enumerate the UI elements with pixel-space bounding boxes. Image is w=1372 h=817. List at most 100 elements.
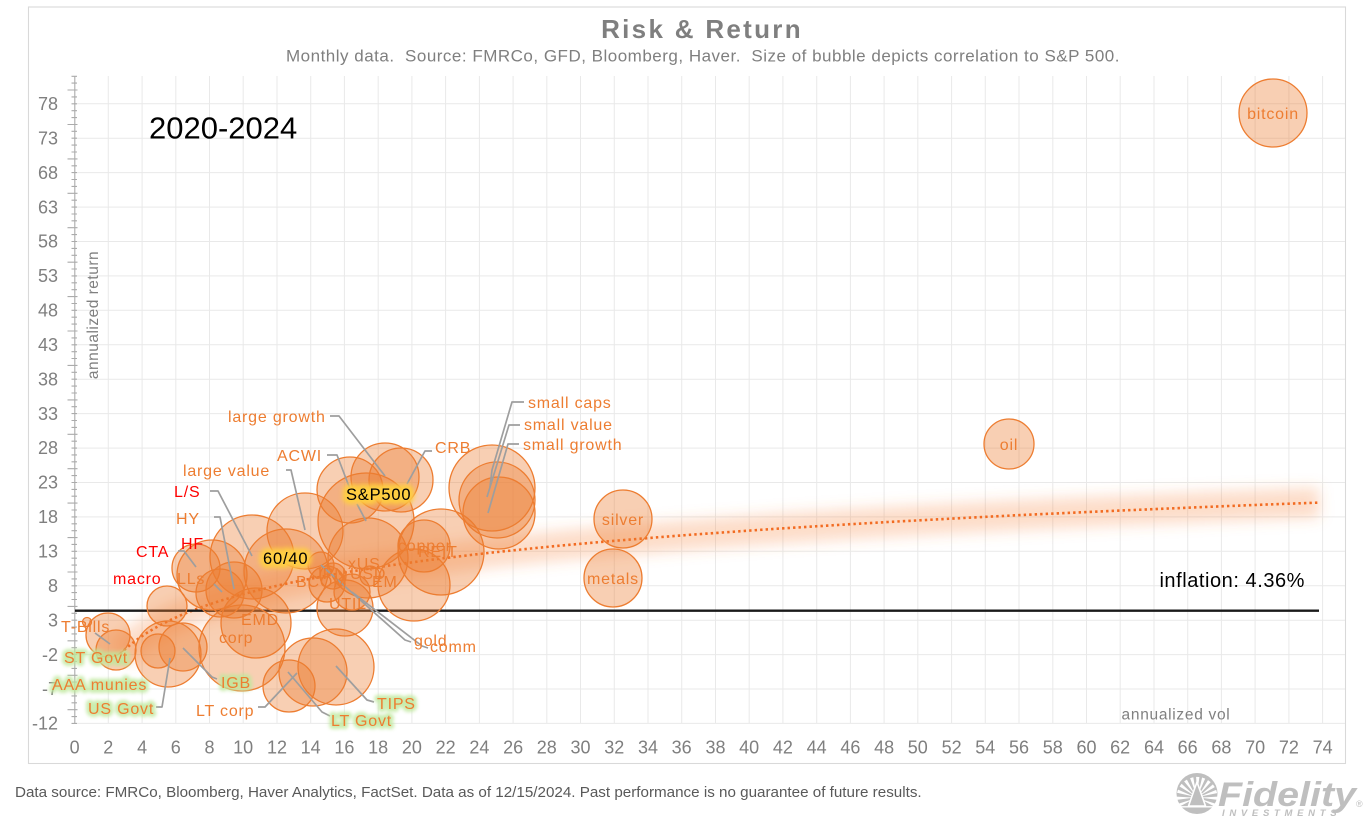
svg-text:CTA: CTA [136,544,169,561]
svg-text:AAA munies: AAA munies [52,677,147,694]
svg-text:ACWI: ACWI [277,448,322,465]
svg-text:2: 2 [103,738,113,758]
svg-text:Data source: FMRCo, Bloomberg,: Data source: FMRCo, Bloomberg, Haver Ana… [15,784,922,801]
svg-text:UTIL: UTIL [329,596,367,613]
svg-text:40: 40 [739,738,759,758]
svg-text:74: 74 [1313,738,1333,758]
svg-text:48: 48 [874,738,894,758]
svg-text:32: 32 [604,738,624,758]
svg-text:3: 3 [48,610,58,630]
svg-text:comm: comm [430,639,477,656]
svg-text:ST Govt: ST Govt [64,650,128,667]
svg-text:73: 73 [38,128,58,148]
svg-text:LT Govt: LT Govt [331,713,392,730]
svg-text:Monthly data. Source: FMRCo,: Monthly data. Source: FMRCo, GFD, Bloomb… [286,47,1120,66]
svg-text:18: 18 [38,507,58,527]
svg-text:30: 30 [570,738,590,758]
svg-text:23: 23 [38,473,58,493]
svg-text:REIT: REIT [418,544,458,561]
svg-text:gold: gold [414,633,447,650]
svg-text:oil: oil [1000,437,1018,454]
svg-text:12: 12 [267,738,287,758]
svg-text:13: 13 [38,542,58,562]
svg-text:copper: copper [398,538,452,555]
svg-text:28: 28 [537,738,557,758]
svg-text:48: 48 [38,301,58,321]
svg-text:US Govt: US Govt [88,701,154,718]
svg-text:®: ® [1356,799,1363,809]
svg-text:annualized vol: annualized vol [1122,707,1231,724]
svg-text:EM: EM [372,574,398,591]
svg-text:BCOM: BCOM [296,574,347,591]
svg-text:small caps: small caps [528,395,612,412]
svg-text:HF: HF [181,536,204,553]
svg-text:2020-2024: 2020-2024 [149,111,297,146]
svg-text:60/40: 60/40 [263,550,308,568]
svg-text:large growth: large growth [228,409,326,426]
svg-text:63: 63 [38,197,58,217]
svg-text:4: 4 [137,738,147,758]
svg-text:corp: corp [219,630,253,647]
svg-text:46: 46 [840,738,860,758]
svg-text:small value: small value [524,417,613,434]
svg-text:LT Govt: LT Govt [331,713,392,730]
svg-text:18: 18 [368,738,388,758]
svg-text:ST Govt: ST Govt [64,650,128,667]
svg-text:53: 53 [38,266,58,286]
svg-text:HY: HY [176,511,200,528]
svg-text:annualized return: annualized return [85,251,102,379]
svg-text:54: 54 [975,738,995,758]
svg-text:inflation: 4.36%: inflation: 4.36% [1159,570,1305,592]
svg-text:Fidelity: Fidelity [1218,776,1358,814]
svg-text:TIPS: TIPS [377,696,416,713]
svg-text:58: 58 [1043,738,1063,758]
svg-text:14: 14 [301,738,321,758]
svg-text:macro: macro [113,571,161,588]
svg-text:JPN: JPN [314,566,347,583]
svg-text:28: 28 [38,438,58,458]
svg-text:US Govt: US Govt [88,701,154,718]
svg-text:56: 56 [1009,738,1029,758]
svg-text:T-Bills: T-Bills [61,619,110,636]
svg-text:8: 8 [48,576,58,596]
svg-text:36: 36 [672,738,692,758]
svg-text:L/S: L/S [174,484,200,501]
svg-text:metals: metals [587,571,639,588]
svg-text:6: 6 [171,738,181,758]
svg-text:large value: large value [183,463,270,480]
svg-text:68: 68 [1211,738,1231,758]
svg-text:68: 68 [38,163,58,183]
svg-text:TIPS: TIPS [377,696,416,713]
svg-text:16: 16 [334,738,354,758]
svg-text:IGB: IGB [221,675,251,692]
svg-text:52: 52 [942,738,962,758]
svg-text:34: 34 [638,738,658,758]
svg-text:IGB: IGB [221,675,251,692]
svg-text:-7: -7 [42,679,58,699]
svg-text:LLs: LLs [177,571,205,588]
svg-text:26: 26 [503,738,523,758]
svg-text:60: 60 [1076,738,1096,758]
svg-text:58: 58 [38,232,58,252]
svg-text:-12: -12 [32,714,58,734]
svg-text:bitcoin: bitcoin [1247,106,1299,123]
svg-text:50: 50 [908,738,928,758]
svg-text:USD: USD [350,566,386,583]
svg-text:EMD: EMD [241,612,279,629]
svg-text:INVESTMENTS: INVESTMENTS [1222,808,1341,817]
svg-text:10: 10 [233,738,253,758]
svg-text:66: 66 [1178,738,1198,758]
svg-text:22: 22 [436,738,456,758]
svg-text:S&P500: S&P500 [346,486,411,504]
svg-text:0: 0 [70,738,80,758]
svg-text:62: 62 [1110,738,1130,758]
svg-text:42: 42 [773,738,793,758]
svg-text:-2: -2 [42,645,58,665]
svg-text:silver: silver [602,512,644,529]
svg-text:38: 38 [38,369,58,389]
svg-text:38: 38 [705,738,725,758]
svg-text:xUS: xUS [348,556,381,573]
svg-text:AAA munies: AAA munies [52,677,147,694]
svg-text:70: 70 [1245,738,1265,758]
svg-text:20: 20 [402,738,422,758]
